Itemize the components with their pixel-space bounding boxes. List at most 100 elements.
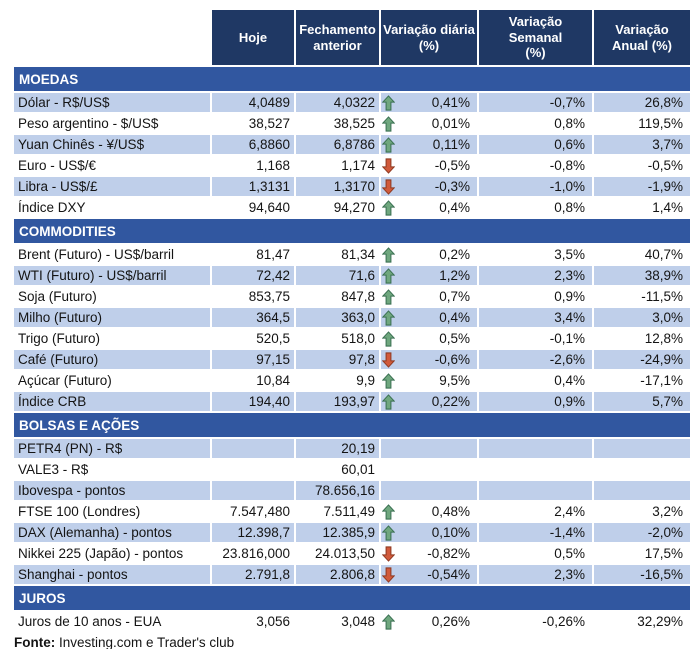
up-arrow-icon: [382, 246, 395, 263]
row-label: Euro - US$/€: [18, 158, 97, 173]
row-label: DAX (Alemanha) - pontos: [14, 523, 210, 542]
variacao-anual-value: -1,9%: [594, 177, 690, 196]
variacao-semanal-value: 0,9%: [479, 392, 592, 411]
variacao-semanal-value: 0,9%: [554, 289, 585, 304]
variacao-diaria-value: 0,01%: [431, 116, 470, 131]
variacao-anual-value: -17,1%: [640, 373, 683, 388]
variacao-diaria-value: -0,3%: [434, 179, 470, 194]
up-arrow-icon: [382, 115, 395, 132]
up-arrow-icon: [382, 94, 395, 111]
variacao-anual-value: [594, 460, 690, 479]
fechamento-anterior-value: 81,34: [341, 247, 375, 262]
row-label: Ibovespa - pontos: [14, 481, 210, 500]
table-row: Trigo (Futuro) 520,5 518,0 0,5% -0,1% 12,8%: [14, 329, 690, 348]
table-row: WTI (Futuro) - US$/barril 72,42 71,6 1,2% 2,…: [14, 266, 690, 285]
fechamento-anterior-value: 20,19: [296, 439, 379, 458]
variacao-anual-value: 3,7%: [594, 135, 690, 154]
variacao-semanal-value: -1,4%: [479, 523, 592, 542]
variacao-semanal-value: -0,8%: [549, 158, 585, 173]
row-label: Peso argentino - $/US$: [18, 116, 159, 131]
table-row: Dólar - R$/US$ 4,0489 4,0322 0,41% -0,7% 26,8…: [14, 93, 690, 112]
hoje-value: 38,527: [248, 116, 290, 131]
fechamento-anterior-value: 12.385,9: [296, 523, 379, 542]
table-row: Shanghai - pontos 2.791,8 2.806,8 -0,54% 2,3…: [14, 565, 690, 584]
fechamento-anterior-value: 78.656,16: [296, 481, 379, 500]
market-data-table: Hoje Fechamento anterior Variação diária…: [14, 10, 690, 631]
row-label: PETR4 (PN) - R$: [14, 439, 210, 458]
variacao-diaria-value: 1,2%: [439, 268, 470, 283]
fechamento-anterior-value: 38,525: [333, 116, 375, 131]
hoje-value: 364,5: [212, 308, 294, 327]
row-label: Nikkei 225 (Japão) - pontos: [18, 546, 184, 561]
variacao-semanal-value: 0,8%: [554, 116, 585, 131]
row-label: WTI (Futuro) - US$/barril: [14, 266, 210, 285]
fechamento-anterior-value: 6,8786: [296, 135, 379, 154]
fechamento-anterior-value: 847,8: [341, 289, 375, 304]
fechamento-anterior-value: 7.511,49: [323, 504, 375, 519]
table-body: MOEDAS Dólar - R$/US$ 4,0489 4,0322 0,41% -0,…: [14, 67, 690, 631]
variacao-diaria-value: 0,2%: [439, 247, 470, 262]
variacao-diaria-cell: [381, 460, 477, 479]
down-arrow-icon: [382, 545, 395, 562]
row-label: Brent (Futuro) - US$/barril: [18, 247, 175, 262]
fechamento-anterior-value: 2.806,8: [296, 565, 379, 584]
source-note: Fonte: Investing.com e Trader's club: [14, 635, 700, 649]
variacao-anual-value: 32,29%: [637, 614, 683, 629]
fechamento-anterior-value: 9,9: [356, 373, 375, 388]
up-arrow-icon: [382, 267, 395, 284]
variacao-anual-value: 17,5%: [644, 546, 683, 561]
fechamento-anterior-value: 4,0322: [296, 93, 379, 112]
variacao-anual-value: -24,9%: [594, 350, 690, 369]
up-arrow-icon: [382, 330, 395, 347]
col-header-variacao-semanal: Variação Semanal (%): [479, 10, 592, 65]
table-row: Juros de 10 anos - EUA 3,056 3,048 0,26% -0,…: [14, 612, 690, 631]
variacao-anual-value: [594, 481, 690, 500]
row-label: FTSE 100 (Londres): [18, 504, 141, 519]
table-row: Índice CRB 194,40 193,97 0,22% 0,9% 5,7%: [14, 392, 690, 411]
variacao-semanal-value: 2,3%: [479, 266, 592, 285]
hoje-value: 97,15: [212, 350, 294, 369]
variacao-diaria-value: -0,6%: [434, 352, 470, 367]
table-row: Açúcar (Futuro) 10,84 9,9 9,5% 0,4% -17,1%: [14, 371, 690, 390]
col-header-fechamento-anterior: Fechamento anterior: [296, 10, 379, 65]
up-arrow-icon: [382, 372, 395, 389]
hoje-value: 853,75: [248, 289, 290, 304]
hoje-value: 3,056: [256, 614, 290, 629]
variacao-diaria-cell: 0,01%: [381, 114, 477, 133]
table-row: Libra - US$/£ 1,3131 1,3170 -0,3% -1,0% -1,9%: [14, 177, 690, 196]
variacao-anual-value: 40,7%: [644, 247, 683, 262]
variacao-semanal-value: [479, 460, 592, 479]
variacao-diaria-cell: 0,4%: [381, 308, 477, 327]
source-label: Fonte:: [14, 635, 56, 649]
up-arrow-icon: [382, 288, 395, 305]
variacao-diaria-cell: 0,10%: [381, 523, 477, 542]
table-row: Café (Futuro) 97,15 97,8 -0,6% -2,6% -24,9%: [14, 350, 690, 369]
table-row: Yuan Chinês - ¥/US$ 6,8860 6,8786 0,11% 0,6%…: [14, 135, 690, 154]
variacao-diaria-value: 0,7%: [439, 289, 470, 304]
row-label: VALE3 - R$: [18, 462, 89, 477]
variacao-semanal-value: -2,6%: [479, 350, 592, 369]
variacao-semanal-value: 3,4%: [479, 308, 592, 327]
row-label: Açúcar (Futuro): [18, 373, 112, 388]
hoje-value: 81,47: [256, 247, 290, 262]
variacao-anual-value: 3,0%: [594, 308, 690, 327]
variacao-diaria-value: 0,41%: [431, 95, 470, 110]
col-header-variacao-anual: Variação Anual (%): [594, 10, 690, 65]
up-arrow-icon: [382, 524, 395, 541]
row-label: Café (Futuro): [14, 350, 210, 369]
variacao-semanal-value: 0,6%: [479, 135, 592, 154]
hoje-value: 4,0489: [212, 93, 294, 112]
fechamento-anterior-value: 193,97: [296, 392, 379, 411]
variacao-semanal-value: 2,3%: [479, 565, 592, 584]
variacao-diaria-value: 0,22%: [431, 394, 470, 409]
row-label: Yuan Chinês - ¥/US$: [14, 135, 210, 154]
table-row: PETR4 (PN) - R$ 20,19: [14, 439, 690, 458]
hoje-value: 1,168: [256, 158, 290, 173]
up-arrow-icon: [382, 613, 395, 630]
fechamento-anterior-value: 363,0: [296, 308, 379, 327]
table-row: Euro - US$/€ 1,168 1,174 -0,5% -0,8% -0,5%: [14, 156, 690, 175]
variacao-diaria-cell: 0,11%: [381, 135, 477, 154]
variacao-diaria-value: -0,54%: [427, 567, 470, 582]
row-label: Índice DXY: [18, 200, 86, 215]
hoje-value: 12.398,7: [212, 523, 294, 542]
